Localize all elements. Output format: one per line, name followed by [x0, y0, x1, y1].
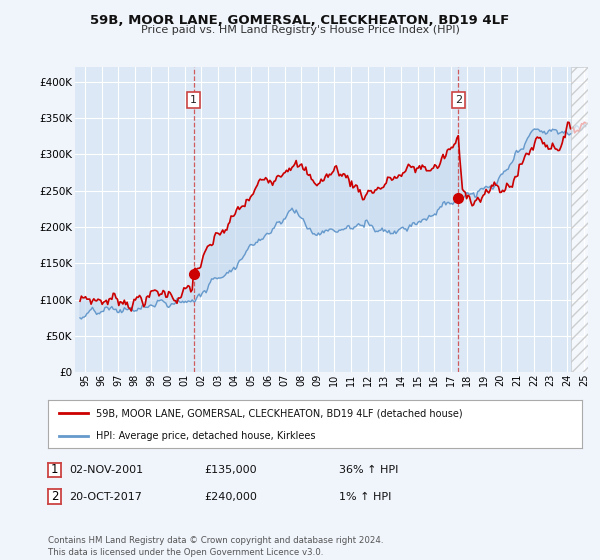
Text: 1: 1	[190, 95, 197, 105]
Text: £135,000: £135,000	[204, 465, 257, 475]
Text: Contains HM Land Registry data © Crown copyright and database right 2024.
This d: Contains HM Land Registry data © Crown c…	[48, 536, 383, 557]
Text: £240,000: £240,000	[204, 492, 257, 502]
Text: 1: 1	[51, 463, 58, 477]
Text: 36% ↑ HPI: 36% ↑ HPI	[339, 465, 398, 475]
Text: HPI: Average price, detached house, Kirklees: HPI: Average price, detached house, Kirk…	[96, 431, 316, 441]
Text: 02-NOV-2001: 02-NOV-2001	[69, 465, 143, 475]
Text: 1% ↑ HPI: 1% ↑ HPI	[339, 492, 391, 502]
Text: 59B, MOOR LANE, GOMERSAL, CLECKHEATON, BD19 4LF: 59B, MOOR LANE, GOMERSAL, CLECKHEATON, B…	[91, 14, 509, 27]
Bar	[571, 67, 588, 372]
Text: 59B, MOOR LANE, GOMERSAL, CLECKHEATON, BD19 4LF (detached house): 59B, MOOR LANE, GOMERSAL, CLECKHEATON, B…	[96, 408, 463, 418]
Text: 2: 2	[51, 490, 58, 503]
Text: 2: 2	[455, 95, 462, 105]
Text: 20-OCT-2017: 20-OCT-2017	[69, 492, 142, 502]
Text: Price paid vs. HM Land Registry's House Price Index (HPI): Price paid vs. HM Land Registry's House …	[140, 25, 460, 35]
